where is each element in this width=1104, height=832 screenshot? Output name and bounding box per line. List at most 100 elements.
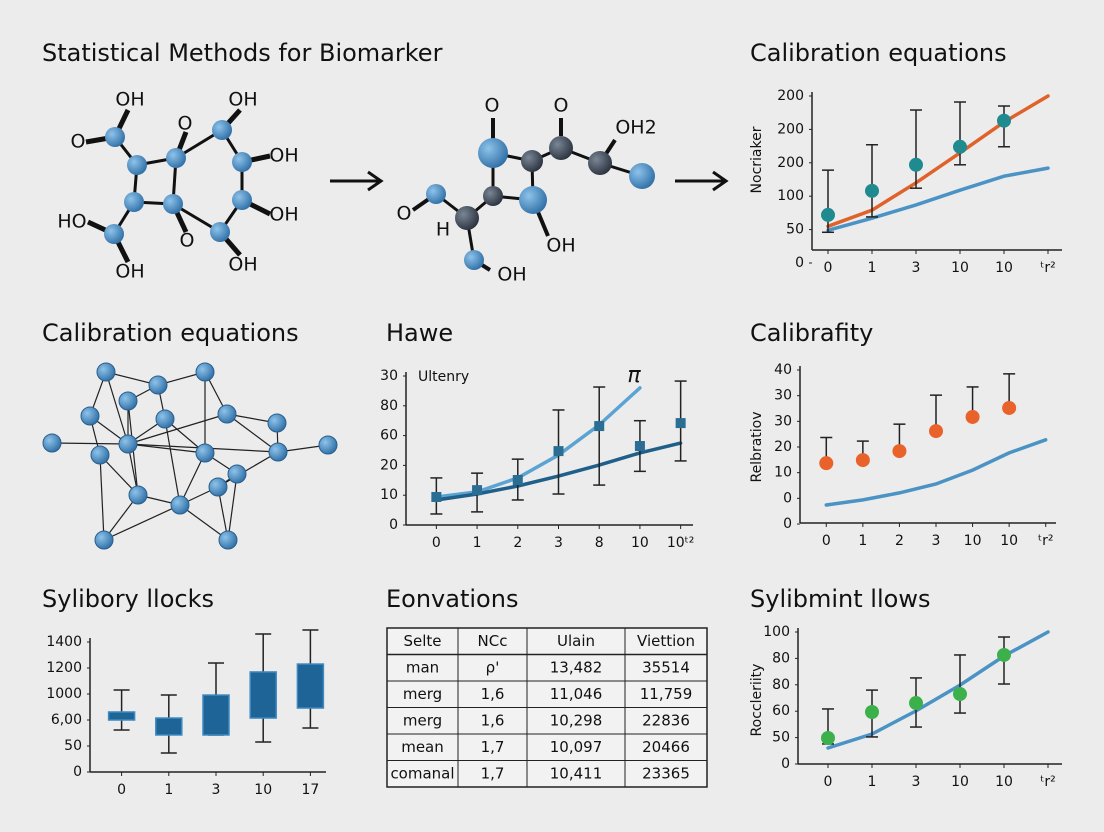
- y-tick-label: 80: [380, 398, 398, 414]
- atom-label: OH: [269, 204, 298, 226]
- y-tick-label: 0: [783, 490, 792, 506]
- y-tick-label: 0: [781, 756, 790, 772]
- atom: [210, 222, 230, 242]
- x-tick-label: 3: [212, 782, 221, 798]
- atom-label: O: [485, 95, 500, 117]
- panel-title: Calibration equations: [42, 319, 299, 347]
- table-cell: 20466: [642, 738, 690, 756]
- network-node: [94, 530, 114, 550]
- table-cell: 11,759: [640, 685, 693, 703]
- y-tick-label: 30: [774, 413, 792, 429]
- table-cell: 1,7: [481, 764, 505, 782]
- network-edge: [105, 371, 129, 445]
- network-node: [195, 362, 215, 382]
- table-cell: mean: [401, 738, 444, 756]
- point: [1002, 400, 1017, 415]
- table-cell: Ulain: [557, 632, 595, 650]
- y-tick-label: 60: [380, 428, 398, 444]
- x-tick-label: 1: [868, 774, 877, 790]
- network-edge: [164, 418, 181, 506]
- atom: [127, 155, 147, 175]
- table-cell: 22836: [642, 711, 690, 729]
- table-cell: ρ': [486, 658, 500, 676]
- x-tick-label: 3: [554, 535, 563, 551]
- x-tick-label: 8: [595, 535, 604, 551]
- network-node: [195, 443, 215, 463]
- network-edge: [99, 454, 105, 541]
- network-node: [267, 413, 287, 433]
- atom: [163, 194, 183, 214]
- table-cell: NCc: [478, 632, 508, 650]
- x-tick-label: ᵗr²: [1040, 774, 1056, 790]
- atom: [104, 224, 124, 244]
- atom: [212, 120, 232, 140]
- atom: [629, 163, 655, 189]
- x-tick-label: 0: [824, 260, 833, 276]
- atom-label: O: [178, 113, 193, 135]
- table-cell: 10,411: [550, 764, 603, 782]
- atom: [464, 250, 484, 270]
- x-tick-label: 10: [631, 535, 649, 551]
- point: [997, 113, 1011, 128]
- network-node: [96, 362, 116, 382]
- point: [821, 730, 835, 745]
- y-tick-label: 60: [772, 703, 790, 719]
- x-tick-label: 3: [932, 533, 941, 549]
- box: [202, 694, 230, 736]
- x-tick-label: 1: [164, 782, 173, 798]
- x-tick-label: 1: [858, 533, 867, 549]
- network-edge: [127, 443, 206, 454]
- x-tick-label: 0: [824, 774, 833, 790]
- y-tick-label: 1000: [46, 686, 82, 702]
- y-tick-label: 0: [783, 516, 792, 532]
- line-series: [826, 166, 1050, 233]
- table-cell: Viettion: [637, 632, 695, 650]
- network-node: [148, 375, 168, 395]
- table-cell: 10,298: [550, 711, 603, 729]
- y-tick-label: 50: [786, 222, 804, 238]
- atom-label: OH: [269, 145, 298, 167]
- x-tick-label: 17: [301, 782, 319, 798]
- atom: [426, 184, 446, 204]
- y-tick-label: 0: [73, 764, 82, 780]
- network-edge: [227, 473, 238, 541]
- axis-label: Nocriaker: [749, 126, 765, 193]
- point: [965, 409, 980, 424]
- network-node: [42, 433, 62, 453]
- point: [855, 453, 870, 468]
- x-tick-label: 10: [951, 774, 969, 790]
- point: [865, 704, 879, 719]
- y-tick-label: 30: [774, 388, 792, 404]
- atom: [232, 190, 252, 210]
- atom: [166, 148, 186, 168]
- atom: [124, 192, 144, 212]
- arrow-head: [367, 170, 384, 192]
- table-cell: 10,097: [550, 738, 603, 756]
- y-tick-label: 50: [772, 730, 790, 746]
- panel-title: Calibration equations: [750, 39, 1007, 67]
- x-tick-label: 10: [254, 782, 272, 798]
- x-tick-label: 10ᵗ²: [667, 535, 695, 551]
- atom-label: OH: [497, 264, 526, 286]
- point: [675, 418, 686, 429]
- x-tick-label: 10: [995, 774, 1013, 790]
- atom-label: O: [554, 95, 569, 117]
- panel-title: Sylibory llocks: [42, 585, 214, 613]
- network-edge: [103, 504, 181, 541]
- point: [553, 446, 564, 457]
- atom-label: O: [397, 203, 412, 225]
- network-node: [227, 464, 247, 484]
- table-cell: 1,7: [481, 738, 505, 756]
- point: [821, 207, 835, 222]
- atom-label: O: [71, 131, 86, 153]
- y-tick-label: 10: [380, 487, 398, 503]
- atom: [232, 152, 252, 172]
- table-cell: 23365: [642, 764, 690, 782]
- axis-label: Ultenry: [418, 369, 469, 385]
- point: [634, 441, 645, 452]
- x-tick-label: 10: [964, 533, 982, 549]
- y-tick-label: 1400: [46, 634, 82, 650]
- network-node: [118, 391, 138, 411]
- y-tick-label: 80: [772, 650, 790, 666]
